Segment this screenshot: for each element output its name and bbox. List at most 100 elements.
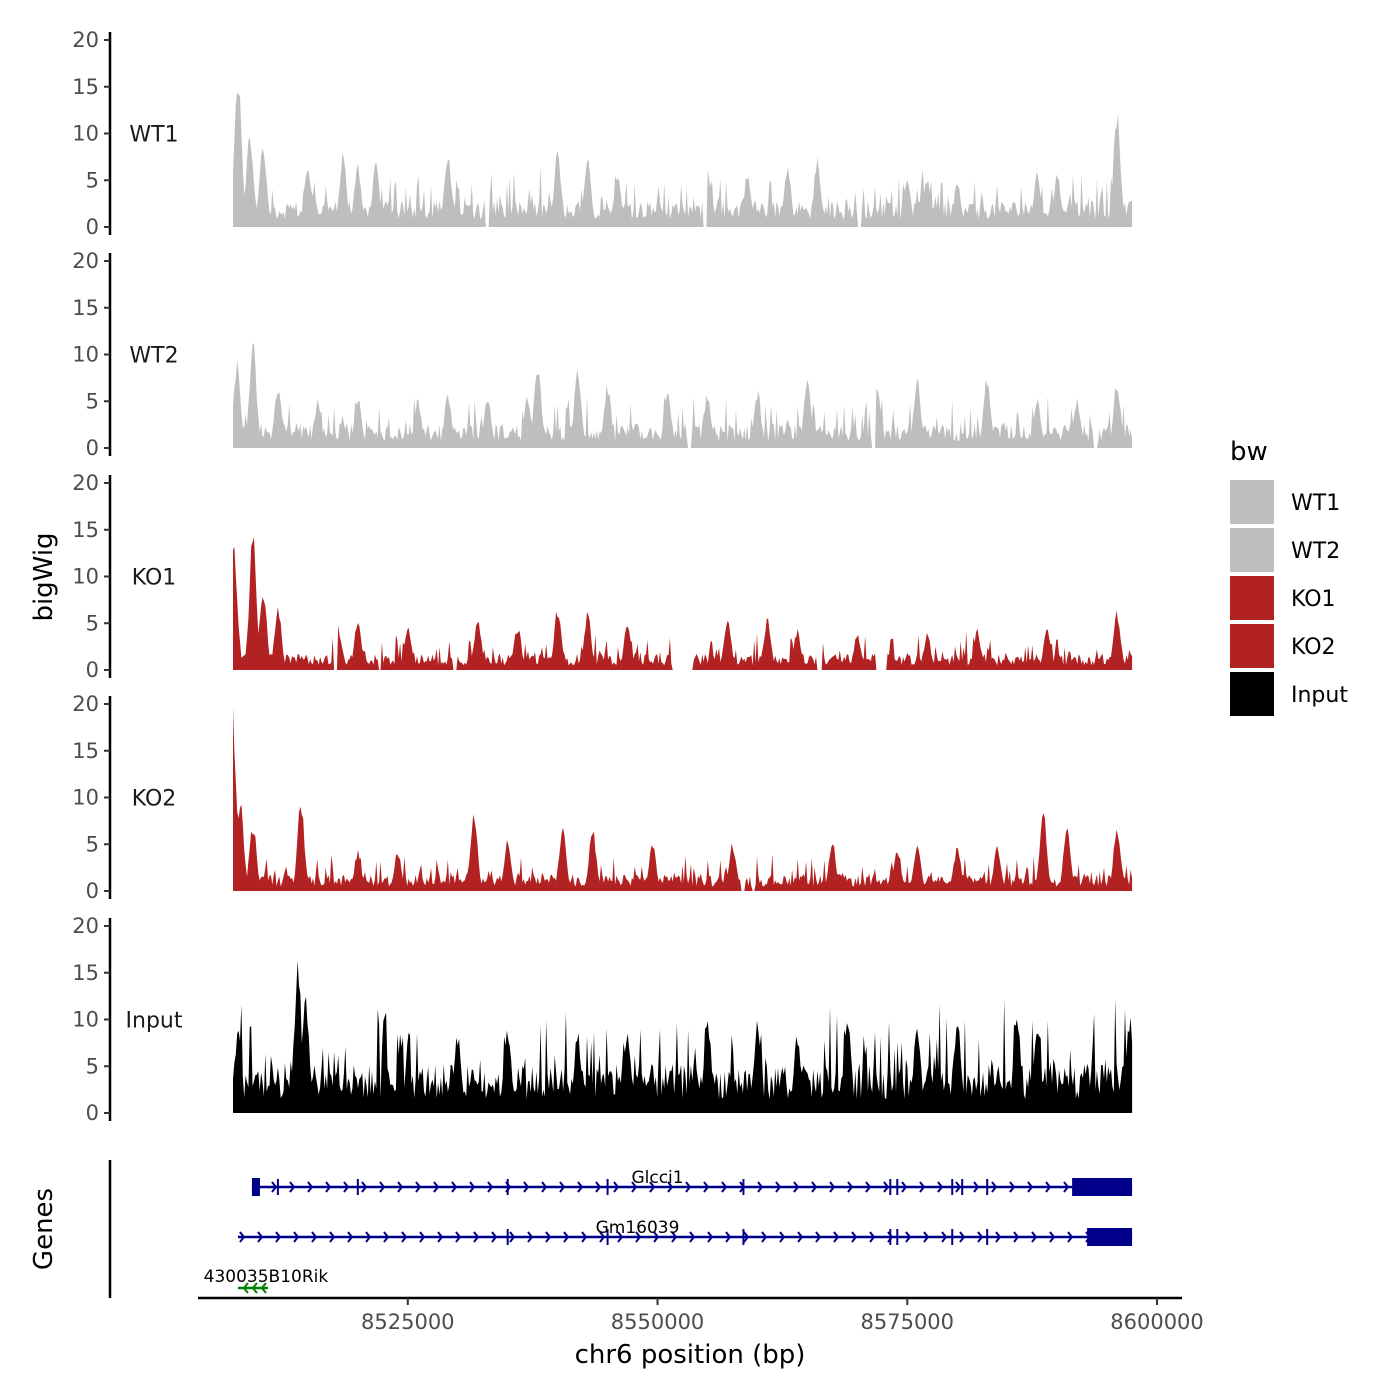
strand-chevron bbox=[689, 1231, 696, 1243]
signal-area-ko1 bbox=[233, 537, 1133, 670]
bigwig-tracks: 0 5 10 15 20 WT1 0 5 10 15 20 WT2 0 5 10 15 20 KO1 0 5 10 15 2… bbox=[72, 28, 1133, 1125]
exon-block bbox=[1087, 1228, 1133, 1246]
track-wt2: 0 5 10 15 20 WT2 bbox=[72, 249, 1133, 460]
strand-chevron bbox=[793, 1181, 800, 1193]
legend-swatch bbox=[1230, 528, 1274, 572]
track-label: WT2 bbox=[129, 344, 178, 369]
strand-chevron bbox=[833, 1231, 840, 1243]
strand-chevron bbox=[239, 1231, 246, 1243]
strand-chevron bbox=[365, 1231, 372, 1243]
strand-chevron bbox=[257, 1231, 264, 1243]
strand-chevron bbox=[883, 1181, 890, 1193]
strand-chevron bbox=[383, 1231, 390, 1243]
strand-chevron bbox=[797, 1231, 804, 1243]
strand-chevron bbox=[347, 1231, 354, 1243]
track-ko2: 0 5 10 15 20 KO2 bbox=[72, 692, 1133, 903]
strand-chevron bbox=[671, 1231, 678, 1243]
strand-chevron bbox=[851, 1231, 858, 1243]
strand-chevron bbox=[847, 1181, 854, 1193]
strand-chevron bbox=[973, 1181, 980, 1193]
strand-chevron bbox=[725, 1231, 732, 1243]
exon-block bbox=[1072, 1178, 1133, 1196]
y-axis-title: bigWig bbox=[29, 532, 59, 621]
strand-chevron bbox=[757, 1181, 764, 1193]
gene-4930035b10rik: 430035B10Rik bbox=[204, 1267, 329, 1294]
legend-item-input: Input bbox=[1230, 672, 1348, 716]
track-wt1: 0 5 10 15 20 WT1 bbox=[72, 28, 1133, 239]
strand-chevron bbox=[707, 1231, 714, 1243]
strand-chevron bbox=[541, 1181, 548, 1193]
y-tick-label: 10 bbox=[72, 786, 99, 810]
y-tick-label: 10 bbox=[72, 1008, 99, 1032]
strand-chevron bbox=[433, 1181, 440, 1193]
gene-gm16039: Gm16039 bbox=[237, 1218, 1133, 1246]
strand-chevron bbox=[307, 1181, 314, 1193]
y-tick-label: 15 bbox=[72, 739, 99, 763]
y-tick-label: 15 bbox=[72, 296, 99, 320]
legend-item-ko2: KO2 bbox=[1230, 624, 1336, 668]
track-label: KO1 bbox=[132, 566, 177, 591]
y-tick-label: 0 bbox=[86, 215, 99, 239]
y-tick-label: 20 bbox=[72, 28, 99, 52]
y-tick-label: 10 bbox=[72, 343, 99, 367]
y-tick-label: 20 bbox=[72, 471, 99, 495]
strand-chevron bbox=[1027, 1181, 1034, 1193]
y-tick-label: 10 bbox=[72, 565, 99, 589]
strand-chevron bbox=[937, 1181, 944, 1193]
legend-label: Input bbox=[1291, 683, 1348, 708]
strand-chevron bbox=[275, 1231, 282, 1243]
legend-swatch bbox=[1230, 624, 1274, 668]
strand-chevron bbox=[829, 1181, 836, 1193]
y-tick-label: 0 bbox=[86, 879, 99, 903]
y-tick-label: 20 bbox=[72, 914, 99, 938]
gene-track: Glcci1 Gm16039 430035B10Rik bbox=[108, 1160, 1133, 1298]
y-tick-label: 0 bbox=[86, 1101, 99, 1125]
strand-chevron bbox=[559, 1181, 566, 1193]
exon-block bbox=[251, 1178, 260, 1196]
strand-chevron bbox=[1045, 1181, 1052, 1193]
strand-chevron bbox=[581, 1231, 588, 1243]
strand-chevron bbox=[415, 1181, 422, 1193]
strand-chevron bbox=[451, 1181, 458, 1193]
strand-chevron bbox=[869, 1231, 876, 1243]
strand-chevron bbox=[959, 1231, 966, 1243]
gene-label: 430035B10Rik bbox=[204, 1267, 329, 1287]
legend-item-wt1: WT1 bbox=[1230, 480, 1340, 524]
strand-chevron bbox=[563, 1231, 570, 1243]
legend: bw WT1 WT2 KO1 KO2 Input bbox=[1230, 437, 1348, 716]
strand-chevron bbox=[437, 1231, 444, 1243]
strand-chevron bbox=[419, 1231, 426, 1243]
strand-chevron bbox=[775, 1181, 782, 1193]
strand-chevron bbox=[343, 1181, 350, 1193]
legend-label: WT2 bbox=[1291, 539, 1340, 564]
strand-chevron bbox=[599, 1231, 606, 1243]
track-ko1: 0 5 10 15 20 KO1 bbox=[72, 471, 1133, 682]
strand-chevron bbox=[397, 1181, 404, 1193]
strand-chevron bbox=[1063, 1181, 1070, 1193]
x-axis-title: chr6 position (bp) bbox=[575, 1340, 806, 1370]
track-input: 0 5 10 15 20 Input bbox=[72, 914, 1133, 1125]
strand-chevron bbox=[901, 1181, 908, 1193]
strand-chevron bbox=[329, 1231, 336, 1243]
track-label: Input bbox=[126, 1009, 183, 1034]
strand-chevron bbox=[469, 1181, 476, 1193]
x-tick-label: 8575000 bbox=[861, 1310, 955, 1334]
x-tick-label: 8600000 bbox=[1110, 1310, 1204, 1334]
strand-chevron bbox=[242, 1282, 249, 1294]
strand-chevron bbox=[595, 1181, 602, 1193]
strand-chevron bbox=[941, 1231, 948, 1243]
signal-area-wt2 bbox=[233, 343, 1133, 448]
signal-area-input bbox=[233, 960, 1133, 1113]
y-tick-label: 15 bbox=[72, 961, 99, 985]
legend-item-ko1: KO1 bbox=[1230, 576, 1336, 620]
y-tick-label: 5 bbox=[86, 389, 99, 413]
y-tick-label: 20 bbox=[72, 692, 99, 716]
track-label: KO2 bbox=[132, 787, 177, 812]
strand-chevron bbox=[1009, 1181, 1016, 1193]
x-axis: 8525000 8550000 8575000 8600000 bbox=[198, 1296, 1204, 1334]
x-tick-label: 8550000 bbox=[611, 1310, 705, 1334]
y-tick-label: 5 bbox=[86, 611, 99, 635]
strand-chevron bbox=[721, 1181, 728, 1193]
strand-chevron bbox=[271, 1181, 278, 1193]
